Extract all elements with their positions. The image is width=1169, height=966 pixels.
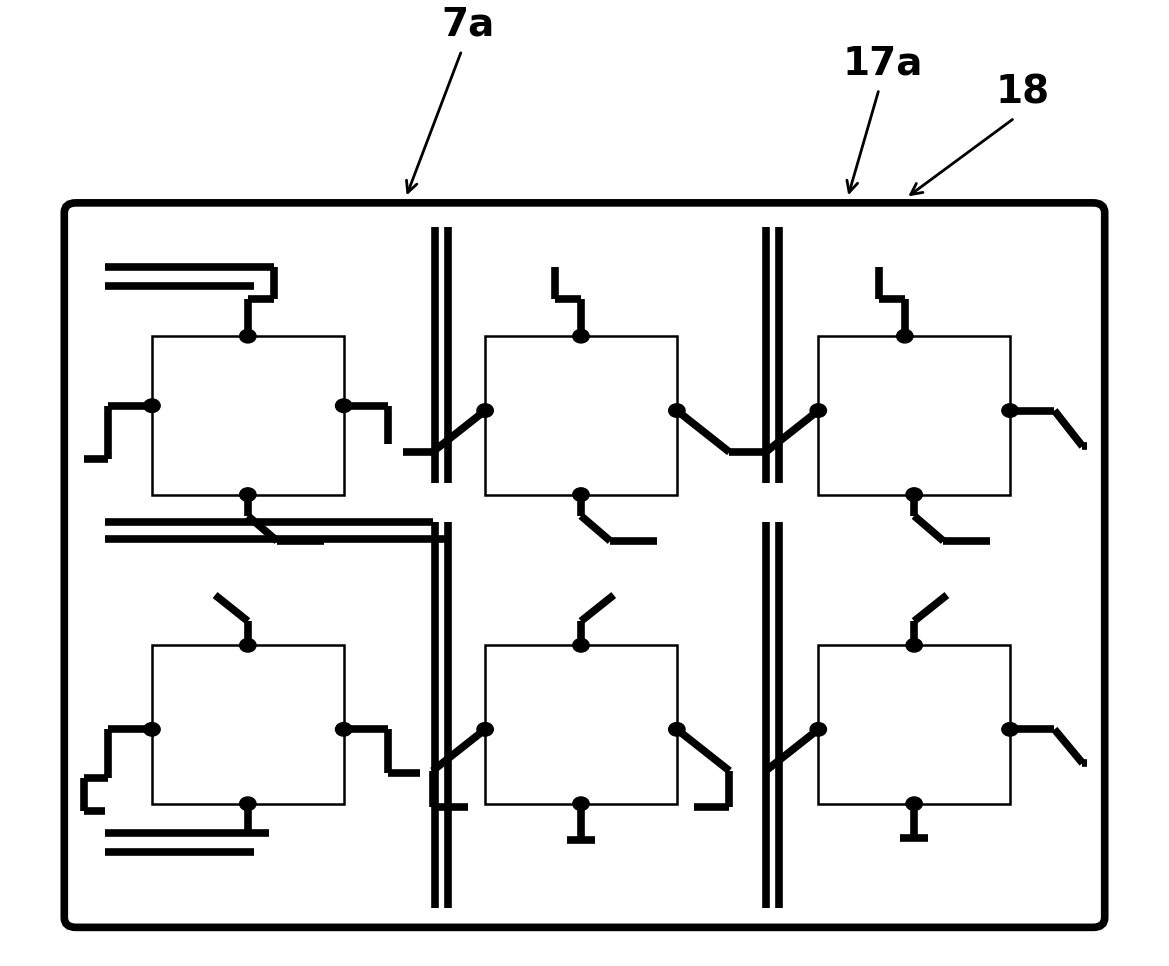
- FancyBboxPatch shape: [64, 203, 1105, 927]
- Bar: [152, 645, 344, 804]
- Circle shape: [1002, 723, 1018, 736]
- Circle shape: [240, 329, 256, 343]
- Circle shape: [477, 723, 493, 736]
- Circle shape: [573, 797, 589, 810]
- Circle shape: [810, 404, 826, 417]
- Circle shape: [897, 329, 913, 343]
- Circle shape: [336, 723, 352, 736]
- Circle shape: [669, 404, 685, 417]
- Circle shape: [144, 399, 160, 412]
- Circle shape: [573, 639, 589, 652]
- Bar: [485, 336, 677, 495]
- Circle shape: [906, 639, 922, 652]
- Text: 18: 18: [996, 73, 1050, 111]
- Circle shape: [669, 723, 685, 736]
- Circle shape: [906, 797, 922, 810]
- Circle shape: [810, 723, 826, 736]
- Text: 17a: 17a: [843, 44, 922, 82]
- Circle shape: [240, 639, 256, 652]
- Circle shape: [477, 404, 493, 417]
- Circle shape: [573, 329, 589, 343]
- Circle shape: [144, 723, 160, 736]
- Circle shape: [336, 399, 352, 412]
- Circle shape: [240, 797, 256, 810]
- Circle shape: [1002, 404, 1018, 417]
- Bar: [485, 645, 677, 804]
- Bar: [818, 336, 1010, 495]
- Circle shape: [906, 488, 922, 501]
- Text: 7a: 7a: [441, 6, 494, 43]
- Circle shape: [240, 488, 256, 501]
- Bar: [818, 645, 1010, 804]
- Bar: [152, 336, 344, 495]
- Circle shape: [573, 488, 589, 501]
